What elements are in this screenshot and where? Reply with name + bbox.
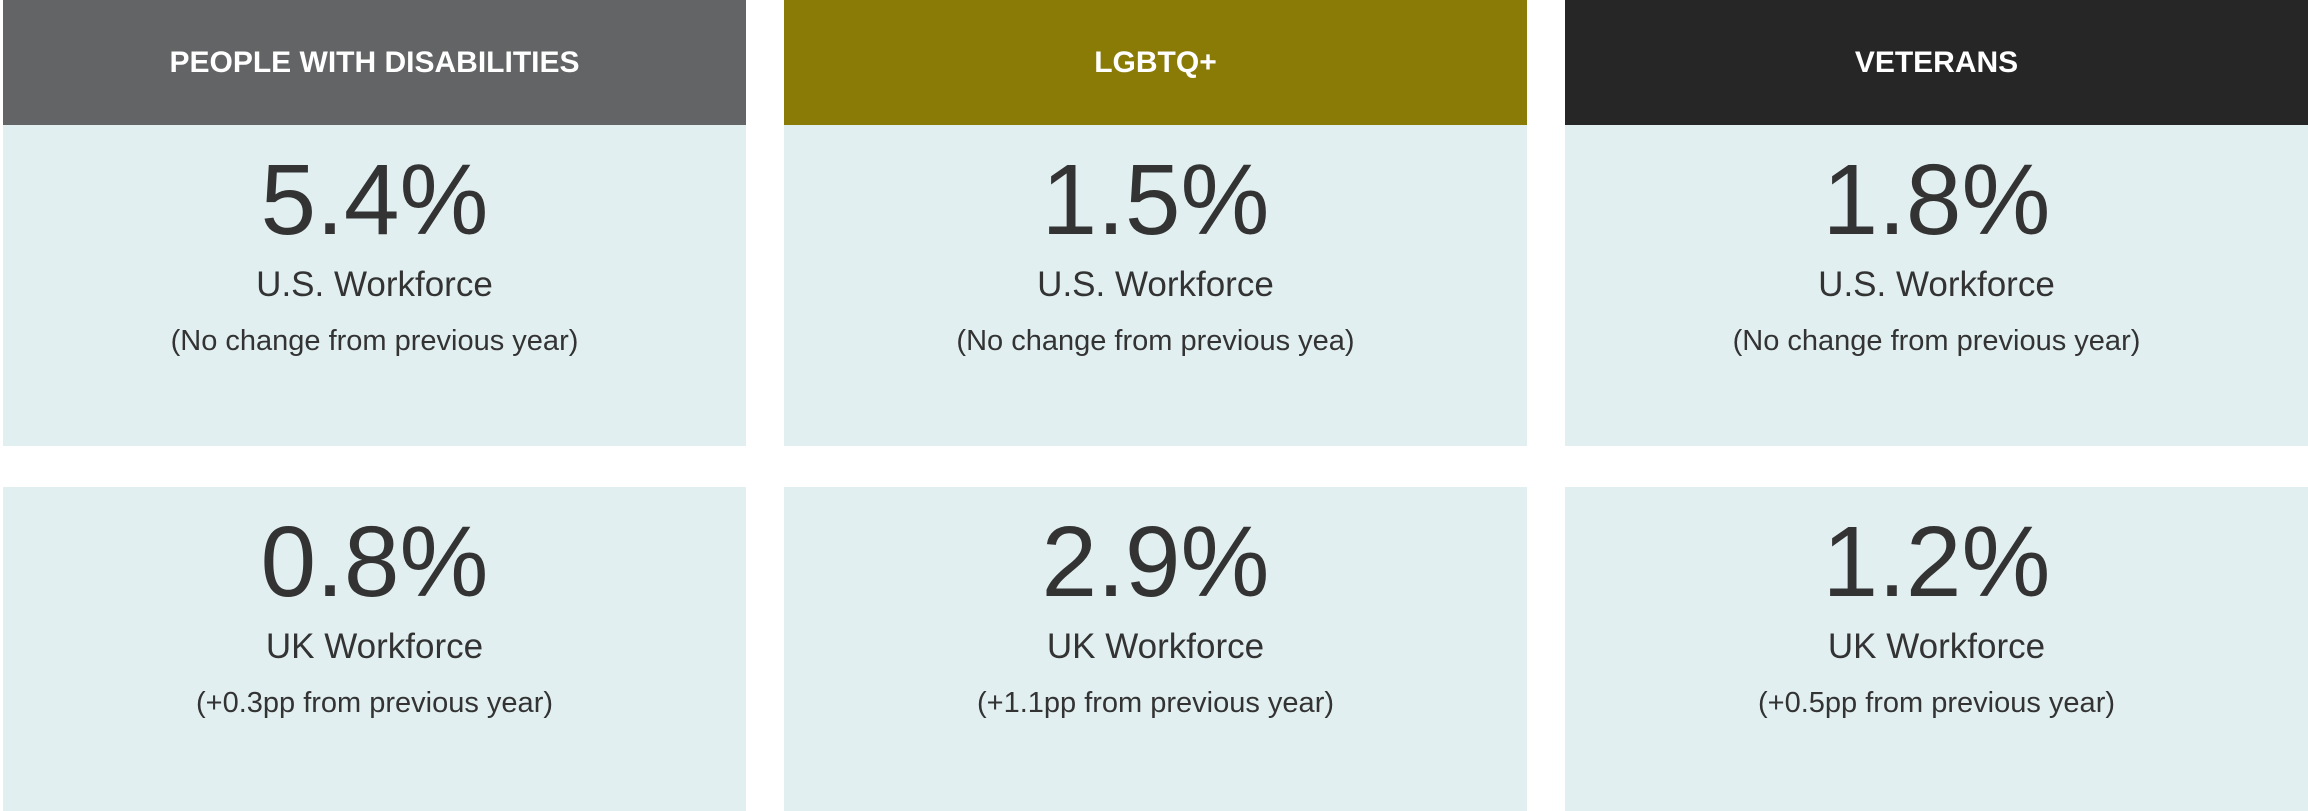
stat-value: 5.4% bbox=[260, 144, 489, 256]
stat-value: 0.8% bbox=[260, 506, 489, 618]
stat-value: 1.2% bbox=[1822, 506, 2051, 618]
category-header: PEOPLE WITH DISABILITIES bbox=[3, 0, 746, 125]
category-column: LGBTQ+ 1.5% U.S. Workforce (No change from … bbox=[784, 0, 1527, 811]
stat-note: (+1.1pp from previous year) bbox=[976, 687, 1335, 719]
stat-value: 1.5% bbox=[1041, 144, 1270, 256]
stat-label: U.S. Workforce bbox=[1818, 265, 2055, 304]
category-column: VETERANS 1.8% U.S. Workforce (No change fro… bbox=[1565, 0, 2308, 811]
stat-label: UK Workforce bbox=[1046, 627, 1265, 666]
stat-label: U.S. Workforce bbox=[1037, 265, 1274, 304]
stat-card: 2.9% UK Workforce (+1.1pp from previous ye… bbox=[784, 487, 1527, 811]
category-header: LGBTQ+ bbox=[784, 0, 1527, 125]
stat-note: (+0.3pp from previous year) bbox=[195, 687, 554, 719]
stat-card: 5.4% U.S. Workforce (No change from previo… bbox=[3, 125, 746, 446]
stat-label: UK Workforce bbox=[1827, 627, 2046, 666]
stat-label: U.S. Workforce bbox=[256, 265, 493, 304]
stat-card: 1.8% U.S. Workforce (No change from previo… bbox=[1565, 125, 2308, 446]
stat-note: (No change from previous yea) bbox=[956, 325, 1355, 357]
stat-card: 1.2% UK Workforce (+0.5pp from previous ye… bbox=[1565, 487, 2308, 811]
stat-label: UK Workforce bbox=[265, 627, 484, 666]
stat-card: 1.5% U.S. Workforce (No change from previo… bbox=[784, 125, 1527, 446]
stat-value: 2.9% bbox=[1041, 506, 1270, 618]
category-header: VETERANS bbox=[1565, 0, 2308, 125]
stat-value: 1.8% bbox=[1822, 144, 2051, 256]
stat-note: (No change from previous year) bbox=[1732, 325, 2141, 357]
stat-note: (+0.5pp from previous year) bbox=[1757, 687, 2116, 719]
category-column: PEOPLE WITH DISABILITIES 5.4% U.S. Workfor… bbox=[3, 0, 746, 811]
stat-note: (No change from previous year) bbox=[170, 325, 579, 357]
stat-card: 0.8% UK Workforce (+0.3pp from previous ye… bbox=[3, 487, 746, 811]
